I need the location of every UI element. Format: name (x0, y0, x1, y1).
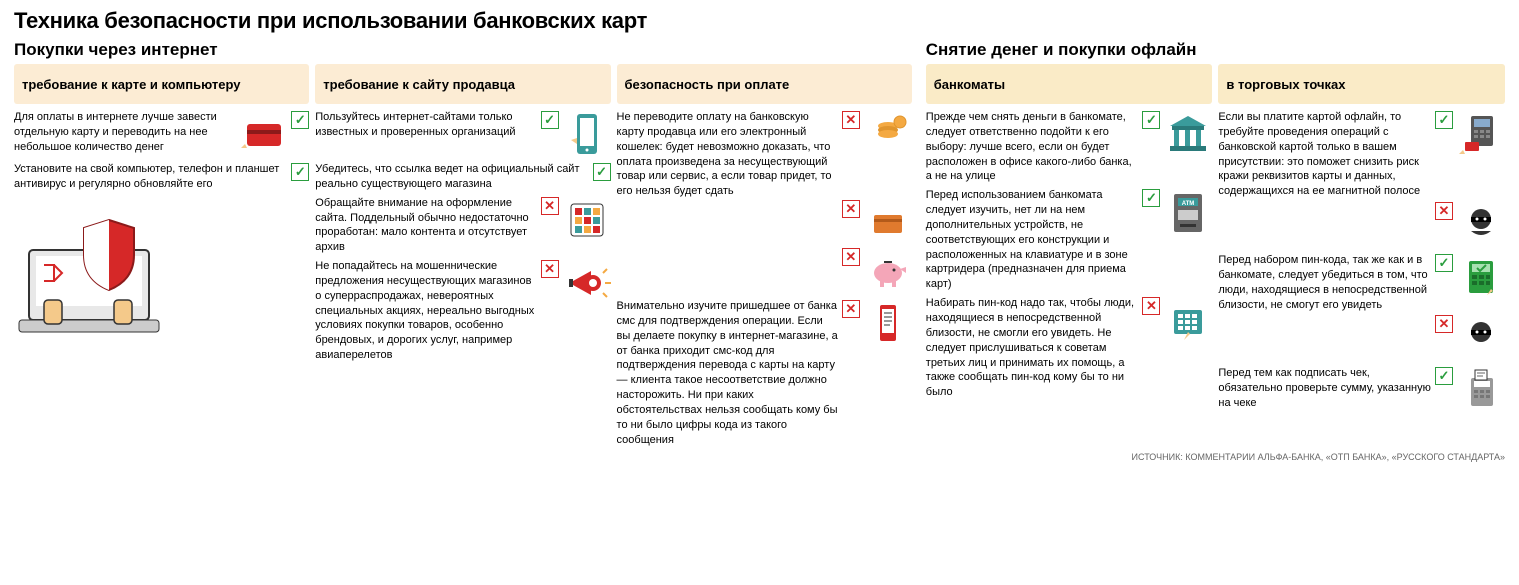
tip-text: Перед использованием банкомата следует и… (926, 188, 1139, 292)
col-card-pc: требование к карте и компьютеру Для опла… (14, 64, 309, 448)
smartphone-icon (563, 110, 611, 158)
thief-icon (1457, 201, 1505, 249)
thief-icon (1457, 314, 1505, 362)
check-icon: ✓ (291, 163, 309, 181)
col-head-card-pc: требование к карте и компьютеру (14, 64, 309, 104)
tip-text: Убедитесь, что ссылка ведет на официальн… (315, 162, 588, 192)
tip-text: Перед тем как подписать чек, обязательно… (1218, 366, 1431, 411)
coins-icon (864, 110, 912, 158)
check-icon: ✓ (291, 111, 309, 129)
tip-text: Перед набором пин-кода, так же как и в б… (1218, 253, 1431, 312)
check-icon: ✓ (541, 111, 559, 129)
check-icon: ✓ (1435, 254, 1453, 272)
megaphone-icon (563, 259, 611, 307)
cross-icon: ✕ (541, 260, 559, 278)
tip-text: Для оплаты в интернете лучше завести отд… (14, 110, 235, 155)
tip-text: Не попадайтесь на мошеннические предложе… (315, 259, 536, 363)
card-icon (239, 110, 287, 158)
cross-icon: ✕ (1435, 315, 1453, 333)
tip-text: Внимательно изучите пришедшее от банка с… (617, 299, 838, 447)
check-icon: ✓ (1142, 111, 1160, 129)
laptop-shield-icon (14, 200, 174, 340)
receipt-pos-icon (1457, 366, 1505, 414)
check-icon: ✓ (1435, 111, 1453, 129)
sections-row: Покупки через интернет требование к карт… (14, 40, 1505, 448)
col-head-pay: безопасность при оплате (617, 64, 912, 104)
col-atm: банкоматы Прежде чем снять деньги в банк… (926, 64, 1213, 414)
bank-icon (1164, 110, 1212, 158)
tip-text: Не переводите оплату на банковскую карту… (617, 110, 838, 199)
apps-grid-icon (563, 196, 611, 244)
tip-text: Если вы платите картой офлайн, то требуй… (1218, 110, 1431, 199)
cross-icon: ✕ (1435, 202, 1453, 220)
pos-terminal-icon (1457, 110, 1505, 158)
cross-icon: ✕ (842, 300, 860, 318)
check-icon: ✓ (1142, 189, 1160, 207)
section-online-title: Покупки через интернет (14, 40, 912, 60)
main-title: Техника безопасности при использовании б… (14, 8, 1505, 34)
cross-icon: ✕ (1142, 297, 1160, 315)
atm-icon: ATM (1164, 188, 1212, 236)
col-head-site: требование к сайту продавца (315, 64, 610, 104)
check-icon: ✓ (593, 163, 611, 181)
source-footer: ИСТОЧНИК: КОММЕНТАРИИ АЛЬФА-БАНКА, «ОТП … (14, 452, 1505, 462)
section-offline: Снятие денег и покупки офлайн банкоматы … (926, 40, 1505, 448)
tip-text: Прежде чем снять деньги в банкомате, сле… (926, 110, 1139, 184)
tip-text: Пользуйтесь интернет-сайтами только изве… (315, 110, 536, 140)
col-site: требование к сайту продавца Пользуйтесь … (315, 64, 610, 448)
green-pos-icon (1457, 253, 1505, 301)
section-online: Покупки через интернет требование к карт… (14, 40, 912, 448)
phone-receipt-icon (864, 299, 912, 347)
piggy-icon (864, 247, 912, 295)
check-icon: ✓ (1435, 367, 1453, 385)
col-pay-safety: безопасность при оплате Не переводите оп… (617, 64, 912, 448)
cross-icon: ✕ (842, 200, 860, 218)
cross-icon: ✕ (842, 111, 860, 129)
col-retail: в торговых точках Если вы платите картой… (1218, 64, 1505, 414)
card-small-icon (864, 199, 912, 247)
keypad-icon (1164, 296, 1212, 344)
col-head-atm: банкоматы (926, 64, 1213, 104)
tip-text: Установите на свой компьютер, телефон и … (14, 162, 287, 192)
section-offline-title: Снятие денег и покупки офлайн (926, 40, 1505, 60)
cross-icon: ✕ (541, 197, 559, 215)
tip-text: Набирать пин-код надо так, чтобы люди, н… (926, 296, 1139, 400)
cross-icon: ✕ (842, 248, 860, 266)
tip-text: Обращайте внимание на оформление сайта. … (315, 196, 536, 255)
col-head-retail: в торговых точках (1218, 64, 1505, 104)
svg-text:ATM: ATM (1182, 201, 1195, 207)
